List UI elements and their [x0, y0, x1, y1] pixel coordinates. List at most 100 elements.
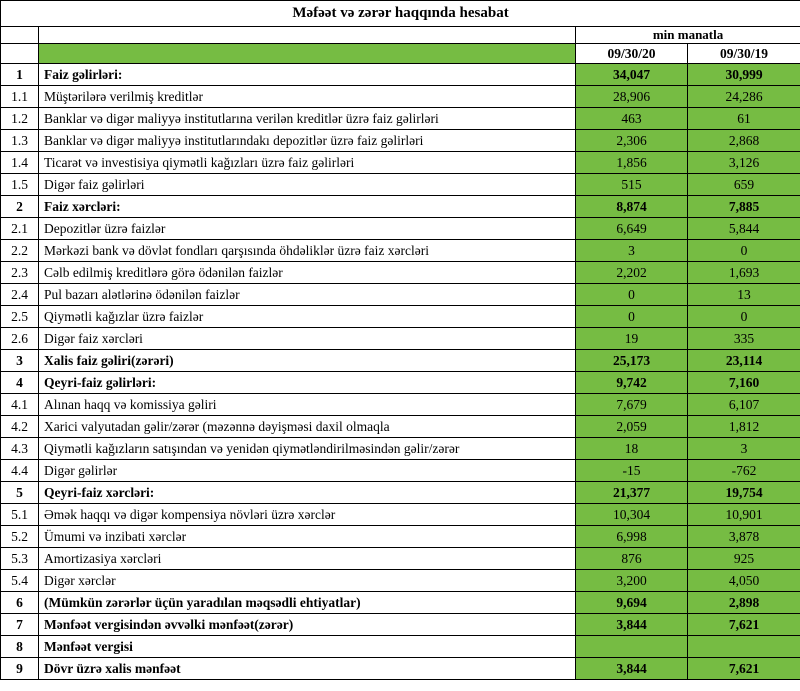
row-number: 5.4: [0, 569, 39, 592]
row-number: 2.3: [0, 261, 39, 284]
row-value-period-2: 13: [686, 283, 800, 306]
empty-cell: [0, 43, 39, 64]
row-value-period-2: 4,050: [686, 569, 800, 592]
row-label: Faiz xərcləri:: [38, 195, 576, 218]
row-value-period-2: 659: [686, 173, 800, 196]
row-value-period-1: 0: [575, 283, 688, 306]
table-row: 5 Qeyri-faiz xərcləri: 21,377 19,754: [0, 481, 800, 504]
row-label: Dövr üzrə xalis mənfəət: [38, 657, 576, 680]
row-value-period-2: 23,114: [686, 349, 800, 372]
row-number: 4.1: [0, 393, 39, 416]
row-value-period-2: 335: [686, 327, 800, 350]
row-value-period-2: 1,693: [686, 261, 800, 284]
row-value-period-1: 2,306: [575, 129, 688, 152]
row-value-period-1: 0: [575, 305, 688, 328]
row-value-period-2: 2,898: [686, 591, 800, 614]
row-value-period-1: 9,742: [575, 371, 688, 394]
row-number: 1.3: [0, 129, 39, 152]
table-row: 2.4 Pul bazarı alətlərinə ödənilən faizlə…: [0, 283, 800, 306]
row-number: 5.2: [0, 525, 39, 548]
row-label: Mənfəət vergisindən əvvəlki mənfəət(zərə…: [38, 613, 576, 636]
column-header-row: 09/30/20 09/30/19: [0, 43, 800, 64]
row-value-period-1: 3,844: [575, 613, 688, 636]
header-green-band: [38, 43, 576, 64]
unit-row: min manatla: [0, 26, 800, 44]
column-header-period-1: 09/30/20: [575, 43, 688, 64]
row-label: Xarici valyutadan gəlir/zərər (məzənnə d…: [38, 415, 576, 438]
row-number: 4.3: [0, 437, 39, 460]
row-value-period-1: 2,202: [575, 261, 688, 284]
row-value-period-1: 21,377: [575, 481, 688, 504]
row-number: 2.1: [0, 217, 39, 240]
row-number: 5: [0, 481, 39, 504]
table-row: 9 Dövr üzrə xalis mənfəət 3,844 7,621: [0, 657, 800, 680]
table-row: 3 Xalis faiz gəliri(zərəri) 25,173 23,114: [0, 349, 800, 372]
row-label: Mənfəət vergisi: [38, 635, 576, 658]
row-value-period-1: 1,856: [575, 151, 688, 174]
row-value-period-2: 7,160: [686, 371, 800, 394]
row-number: 5.1: [0, 503, 39, 526]
row-number: 5.3: [0, 547, 39, 570]
row-number: 6: [0, 591, 39, 614]
table-row: 4.2 Xarici valyutadan gəlir/zərər (məzənn…: [0, 415, 800, 438]
row-label: Cəlb edilmiş kreditlərə görə ödənilən fa…: [38, 261, 576, 284]
row-value-period-2: 24,286: [686, 85, 800, 108]
row-label: Amortizasiya xərcləri: [38, 547, 576, 570]
row-label: Alınan haqq və komissiya gəliri: [38, 393, 576, 416]
table-row: 2.3 Cəlb edilmiş kreditlərə görə ödənilən…: [0, 261, 800, 284]
row-label: (Mümkün zərərlər üçün yaradılan məqsədli…: [38, 591, 576, 614]
row-value-period-2: 6,107: [686, 393, 800, 416]
table-row: 5.2 Ümumi və inzibati xərclər 6,998 3,878: [0, 525, 800, 548]
row-value-period-2: 5,844: [686, 217, 800, 240]
row-label: Digər faiz gəlirləri: [38, 173, 576, 196]
row-value-period-1: 25,173: [575, 349, 688, 372]
row-label: Müştərilərə verilmiş kreditlər: [38, 85, 576, 108]
row-value-period-2: 3,878: [686, 525, 800, 548]
row-value-period-1: 19: [575, 327, 688, 350]
row-value-period-1: 2,059: [575, 415, 688, 438]
row-label: Mərkəzi bank və dövlət fondları qarşısın…: [38, 239, 576, 262]
report-header: Məfəət və zərər haqqında hesabat min man…: [0, 0, 800, 64]
row-number: 4.2: [0, 415, 39, 438]
row-value-period-2: 7,621: [686, 657, 800, 680]
table-row: 1 Faiz gəlirləri: 34,047 30,999: [0, 63, 800, 86]
table-row: 2.6 Digər faiz xərcləri 19 335: [0, 327, 800, 350]
row-number: 8: [0, 635, 39, 658]
table-row: 4 Qeyri-faiz gəlirləri: 9,742 7,160: [0, 371, 800, 394]
table-row: 1.3 Banklar və digər maliyyə institutları…: [0, 129, 800, 152]
row-value-period-1: -15: [575, 459, 688, 482]
unit-label: min manatla: [574, 26, 800, 44]
row-number: 1: [0, 63, 39, 86]
row-value-period-2: -762: [686, 459, 800, 482]
row-number: 2: [0, 195, 39, 218]
table-row: 5.1 Əmək haqqı və digər kompensiya növlər…: [0, 503, 800, 526]
row-value-period-2: 19,754: [686, 481, 800, 504]
row-value-period-2: 925: [686, 547, 800, 570]
row-label: Qeyri-faiz xərcləri:: [38, 481, 576, 504]
row-number: 2.4: [0, 283, 39, 306]
row-value-period-2: 10,901: [686, 503, 800, 526]
row-label: Banklar və digər maliyyə institutlarına …: [38, 107, 576, 130]
row-number: 1.4: [0, 151, 39, 174]
table-row: 5.4 Digər xərclər 3,200 4,050: [0, 569, 800, 592]
column-header-period-2: 09/30/19: [686, 43, 800, 64]
row-value-period-2: 0: [686, 239, 800, 262]
table-row: 7 Mənfəət vergisindən əvvəlki mənfəət(zər…: [0, 613, 800, 636]
row-value-period-2: 7,621: [686, 613, 800, 636]
table-row: 1.5 Digər faiz gəlirləri 515 659: [0, 173, 800, 196]
row-value-period-2: 61: [686, 107, 800, 130]
row-number: 4.4: [0, 459, 39, 482]
empty-cell: [38, 26, 576, 44]
table-row: 2.2 Mərkəzi bank və dövlət fondları qarşı…: [0, 239, 800, 262]
row-number: 1.5: [0, 173, 39, 196]
row-number: 2.2: [0, 239, 39, 262]
row-label: Digər xərclər: [38, 569, 576, 592]
table-row: 8 Mənfəət vergisi: [0, 635, 800, 658]
row-value-period-1: 8,874: [575, 195, 688, 218]
row-number: 1.2: [0, 107, 39, 130]
row-value-period-2: 2,868: [686, 129, 800, 152]
row-label: Pul bazarı alətlərinə ödənilən faizlər: [38, 283, 576, 306]
row-value-period-1: 3: [575, 239, 688, 262]
table-row: 1.2 Banklar və digər maliyyə institutları…: [0, 107, 800, 130]
row-label: Digər faiz xərcləri: [38, 327, 576, 350]
